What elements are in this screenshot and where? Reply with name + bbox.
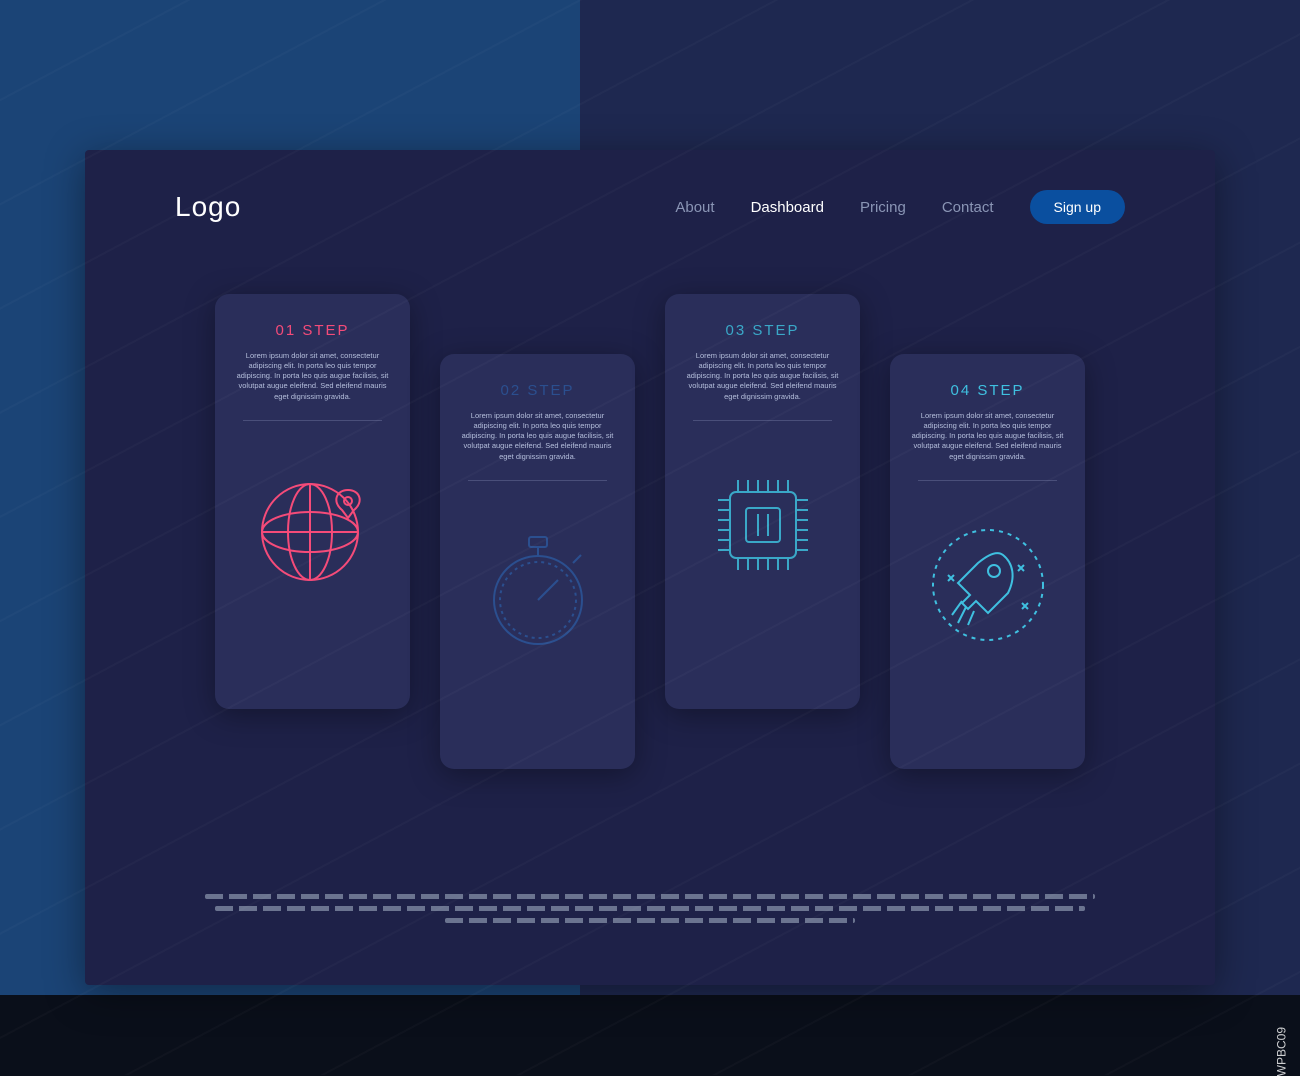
step-card-3[interactable]: 03 STEP Lorem ipsum dolor sit amet, cons… [665,294,860,709]
globe-icon [235,445,390,605]
attribution-text: WPBC09 [1274,1027,1288,1076]
nav-dashboard[interactable]: Dashboard [751,199,824,216]
step-card-1[interactable]: 01 STEP Lorem ipsum dolor sit amet, cons… [215,294,410,709]
footer-line [445,918,855,923]
step-card-4[interactable]: 04 STEP Lorem ipsum dolor sit amet, cons… [890,354,1085,769]
divider [693,420,833,421]
step-cards: 01 STEP Lorem ipsum dolor sit amet, cons… [85,224,1215,769]
logo: Logo [175,191,241,223]
step-card-2[interactable]: 02 STEP Lorem ipsum dolor sit amet, cons… [440,354,635,769]
step-text: Lorem ipsum dolor sit amet, consectetur … [460,411,615,462]
divider [243,420,383,421]
step-title: 02 STEP [460,382,615,399]
step-text: Lorem ipsum dolor sit amet, consectetur … [910,411,1065,462]
header: Logo About Dashboard Pricing Contact Sig… [85,150,1215,224]
step-title: 03 STEP [685,322,840,339]
chip-icon [685,445,840,605]
step-text: Lorem ipsum dolor sit amet, consectetur … [235,351,390,402]
step-title: 04 STEP [910,382,1065,399]
step-text: Lorem ipsum dolor sit amet, consectetur … [685,351,840,402]
footer-line [205,894,1095,899]
nav-pricing[interactable]: Pricing [860,199,906,216]
step-title: 01 STEP [235,322,390,339]
nav: About Dashboard Pricing Contact Sign up [675,190,1125,224]
main-panel: Logo About Dashboard Pricing Contact Sig… [85,150,1215,985]
footer-line [215,906,1085,911]
signup-button[interactable]: Sign up [1030,190,1125,224]
divider [468,480,608,481]
nav-about[interactable]: About [675,199,714,216]
stopwatch-icon [460,505,615,665]
rocket-icon [910,505,1065,665]
divider [918,480,1058,481]
nav-contact[interactable]: Contact [942,199,994,216]
footer-placeholder [205,894,1095,930]
